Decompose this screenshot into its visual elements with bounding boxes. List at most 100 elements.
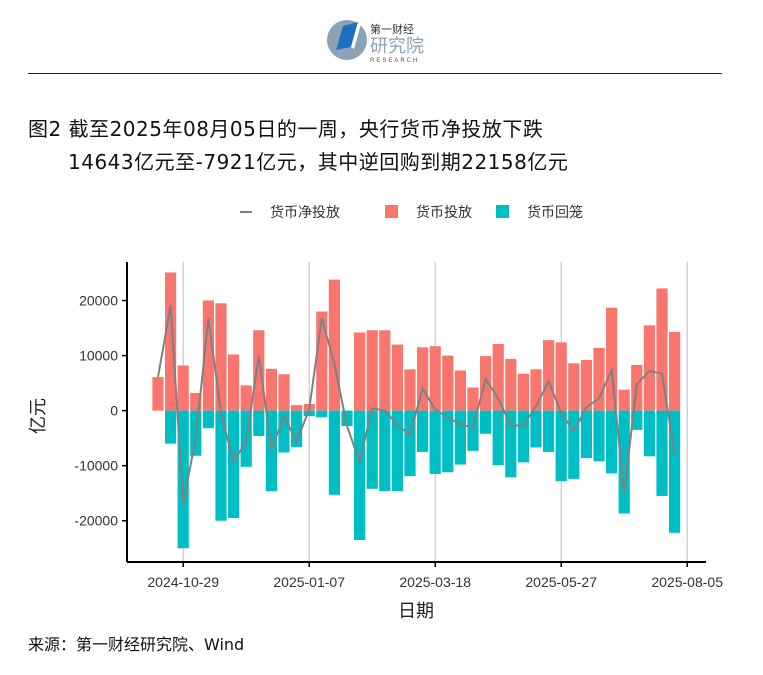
net-injection-line: [157, 305, 676, 504]
logo-page-icon: [351, 22, 361, 49]
withdrawal-bar: [328, 410, 340, 495]
injection-bar: [417, 347, 429, 411]
x-tick-label: 2024-10-29: [147, 574, 219, 590]
injection-bar: [555, 342, 567, 411]
withdrawal-bar: [429, 410, 441, 474]
x-tick-label: 2025-08-05: [651, 574, 723, 590]
y-tick-label: 20000: [79, 293, 118, 309]
injection-bar: [278, 374, 290, 411]
legend-injection-label: 货币投放: [416, 204, 472, 221]
brand-logo: 第一财经 研究院 RESEARCH: [327, 20, 424, 64]
injection-bar: [505, 358, 517, 411]
source-note: 来源：第一财经研究院、Wind: [28, 635, 245, 654]
withdrawal-bar: [618, 410, 630, 514]
withdrawal-bar: [417, 410, 429, 452]
injection-bar: [291, 405, 303, 411]
x-axis-title: 日期: [398, 601, 434, 622]
withdrawal-bar: [643, 410, 655, 457]
withdrawal-bar: [480, 410, 492, 434]
y-tick-label: -20000: [74, 513, 118, 529]
brand-en: RESEARCH: [370, 58, 419, 64]
injection-bar: [517, 373, 529, 411]
logo-book-icon: [336, 22, 358, 50]
axes: -20000 -10000 0 10000 20000 2024-10-29 2025-01…: [74, 262, 723, 590]
injection-bar: [593, 347, 605, 411]
injection-bar: [530, 369, 542, 411]
legend-withdrawal-swatch: [496, 205, 509, 218]
injection-bar: [656, 288, 668, 411]
injection-bar: [669, 331, 681, 411]
chart-title-line1: 图2 截至2025年08月05日的一周，央行货币净投放下跌: [28, 117, 544, 141]
withdrawal-bar: [606, 410, 618, 474]
injection-bar: [404, 369, 416, 411]
injection-bar: [215, 303, 227, 411]
injection-bar: [543, 340, 555, 411]
injection-bar: [391, 344, 403, 411]
chart-title-line2: 14643亿元至-7921亿元，其中逆回购到期22158亿元: [68, 150, 569, 174]
withdrawal-bar: [303, 410, 315, 417]
injection-bar: [480, 356, 492, 411]
injection-bar: [316, 311, 328, 411]
injection-bar: [253, 330, 265, 411]
injection-bar: [467, 387, 479, 411]
injection-bar: [177, 365, 189, 411]
withdrawal-bar: [555, 410, 567, 482]
injection-bar: [152, 377, 164, 411]
withdrawal-bar: [492, 410, 504, 466]
net-line-layer: [157, 305, 676, 504]
injection-bar: [454, 370, 466, 411]
injection-bar: [379, 330, 391, 411]
withdrawal-bar: [165, 410, 177, 444]
injection-bar: [202, 300, 214, 411]
withdrawal-bar: [543, 410, 555, 452]
x-tick-label: 2025-01-07: [273, 574, 345, 590]
brand-cn-large: 研究院: [370, 36, 424, 57]
withdrawal-bar: [404, 410, 416, 477]
withdrawal-bar: [517, 410, 529, 463]
injection-bar: [354, 332, 366, 411]
withdrawal-bar: [253, 410, 265, 436]
legend: 货币净投放 货币投放 货币回笼: [240, 204, 583, 221]
withdrawal-bar: [593, 410, 605, 462]
injection-bar: [165, 272, 177, 411]
legend-net-label: 货币净投放: [270, 204, 340, 221]
y-tick-label: 10000: [79, 348, 118, 364]
withdrawal-bar: [454, 410, 466, 465]
withdrawal-bar: [580, 410, 592, 458]
withdrawal-bar: [530, 410, 542, 448]
injection-bar: [492, 344, 504, 411]
withdrawal-bar: [669, 410, 681, 533]
withdrawal-bar: [177, 410, 189, 549]
withdrawal-bar: [391, 410, 403, 491]
injection-bar: [265, 368, 277, 411]
x-tick-label: 2025-03-18: [399, 574, 471, 590]
withdrawal-bar: [278, 410, 290, 453]
injection-bar: [643, 325, 655, 411]
legend-injection-swatch: [385, 205, 398, 218]
withdrawal-bar: [291, 410, 303, 447]
withdrawal-bar: [505, 410, 517, 478]
y-axis-title: 亿元: [28, 398, 49, 434]
injection-bar: [240, 385, 252, 411]
y-tick-label: -10000: [74, 458, 118, 474]
brand-cn-small: 第一财经: [370, 22, 414, 36]
injection-bar: [228, 354, 240, 411]
injection-bar: [606, 307, 618, 411]
injection-bar: [580, 359, 592, 411]
withdrawal-bar: [265, 410, 277, 491]
withdrawal-bar: [442, 410, 454, 473]
injection-bar: [568, 363, 580, 411]
injection-bar: [328, 279, 340, 411]
withdrawal-bar: [467, 410, 479, 451]
y-tick-label: 0: [110, 403, 118, 419]
injection-bar: [190, 393, 202, 411]
withdrawal-bar: [379, 410, 391, 491]
x-tick-label: 2025-05-27: [525, 574, 597, 590]
header-divider: [28, 73, 722, 74]
withdrawal-bar: [202, 410, 214, 429]
injection-bar: [366, 330, 378, 411]
withdrawal-bar: [568, 410, 580, 479]
legend-withdrawal-label: 货币回笼: [527, 204, 583, 221]
withdrawal-bar: [366, 410, 378, 489]
